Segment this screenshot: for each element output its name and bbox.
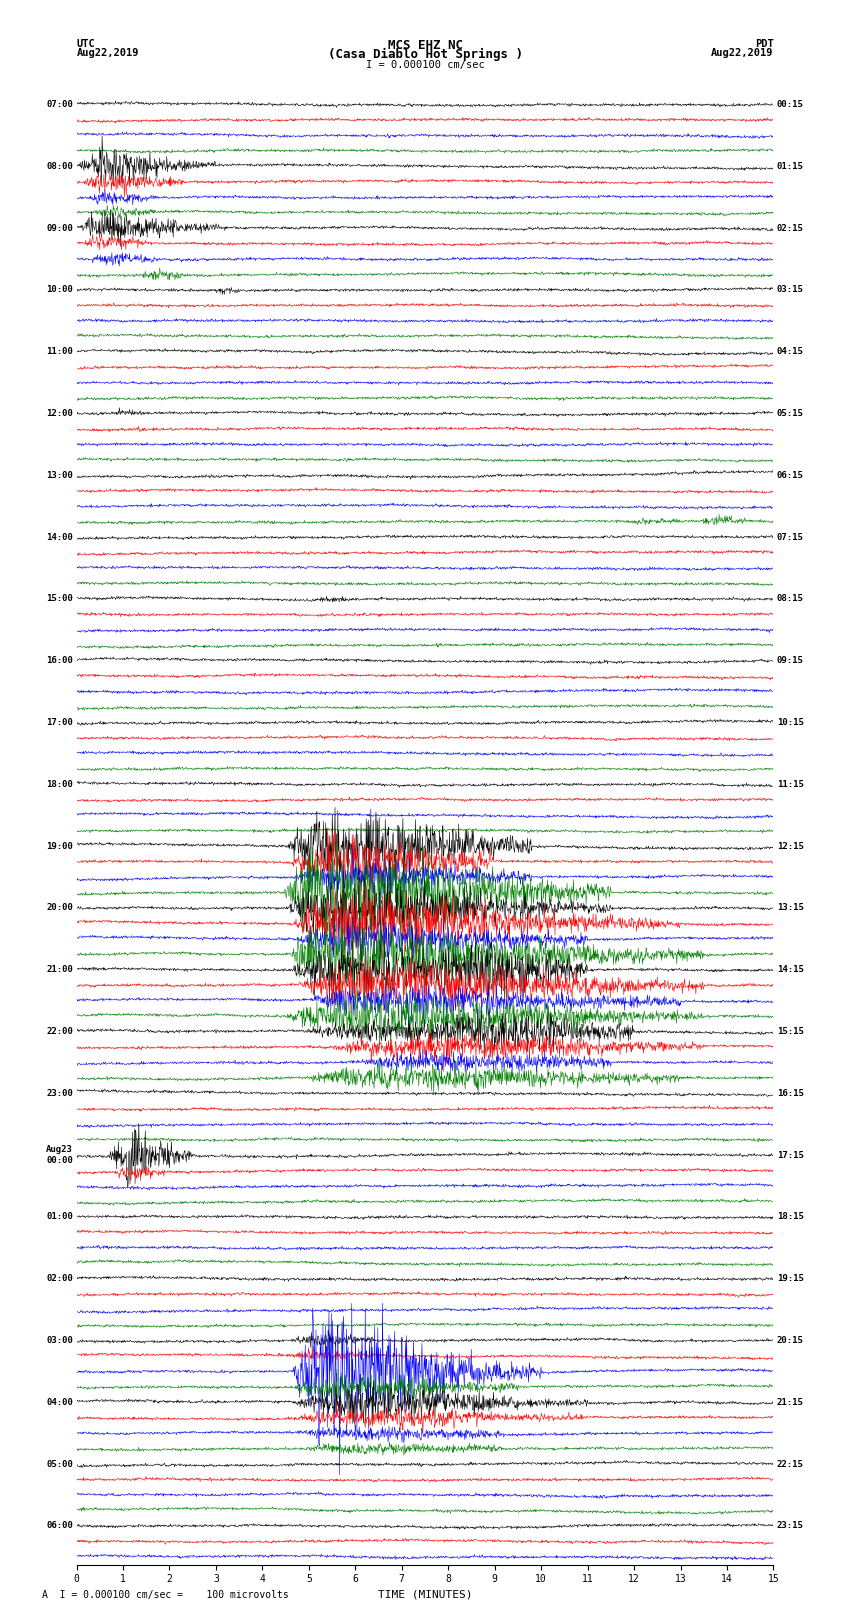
Text: 15:15: 15:15 — [777, 1027, 804, 1036]
Text: 11:00: 11:00 — [46, 347, 73, 356]
Text: 08:15: 08:15 — [777, 595, 804, 603]
Text: 07:00: 07:00 — [46, 100, 73, 110]
Text: 09:15: 09:15 — [777, 656, 804, 665]
Text: Aug23
00:00: Aug23 00:00 — [46, 1145, 73, 1165]
Text: 04:00: 04:00 — [46, 1398, 73, 1407]
Text: 23:15: 23:15 — [777, 1521, 804, 1531]
Text: MCS EHZ NC: MCS EHZ NC — [388, 39, 462, 52]
Text: (Casa Diablo Hot Springs ): (Casa Diablo Hot Springs ) — [327, 48, 523, 61]
Text: 02:15: 02:15 — [777, 224, 804, 232]
Text: PDT: PDT — [755, 39, 774, 48]
Text: 12:15: 12:15 — [777, 842, 804, 850]
Text: 04:15: 04:15 — [777, 347, 804, 356]
Text: Aug22,2019: Aug22,2019 — [76, 48, 139, 58]
Text: 12:00: 12:00 — [46, 410, 73, 418]
Text: 09:00: 09:00 — [46, 224, 73, 232]
Text: 17:00: 17:00 — [46, 718, 73, 727]
Text: 05:15: 05:15 — [777, 410, 804, 418]
Text: 18:00: 18:00 — [46, 779, 73, 789]
Text: 10:15: 10:15 — [777, 718, 804, 727]
Text: 22:00: 22:00 — [46, 1027, 73, 1036]
Text: 18:15: 18:15 — [777, 1213, 804, 1221]
Text: Aug22,2019: Aug22,2019 — [711, 48, 774, 58]
Text: 17:15: 17:15 — [777, 1150, 804, 1160]
Text: 22:15: 22:15 — [777, 1460, 804, 1469]
Text: 16:15: 16:15 — [777, 1089, 804, 1098]
Text: 05:00: 05:00 — [46, 1460, 73, 1469]
Text: 13:00: 13:00 — [46, 471, 73, 479]
Text: 03:00: 03:00 — [46, 1336, 73, 1345]
Text: 00:15: 00:15 — [777, 100, 804, 110]
Text: 15:00: 15:00 — [46, 595, 73, 603]
Text: 19:00: 19:00 — [46, 842, 73, 850]
Text: 01:15: 01:15 — [777, 161, 804, 171]
Text: 20:15: 20:15 — [777, 1336, 804, 1345]
Text: 16:00: 16:00 — [46, 656, 73, 665]
Text: 06:00: 06:00 — [46, 1521, 73, 1531]
Text: 13:15: 13:15 — [777, 903, 804, 913]
Text: 03:15: 03:15 — [777, 286, 804, 295]
Text: 20:00: 20:00 — [46, 903, 73, 913]
X-axis label: TIME (MINUTES): TIME (MINUTES) — [377, 1590, 473, 1600]
Text: 21:00: 21:00 — [46, 965, 73, 974]
Text: 10:00: 10:00 — [46, 286, 73, 295]
Text: 08:00: 08:00 — [46, 161, 73, 171]
Text: 02:00: 02:00 — [46, 1274, 73, 1284]
Text: 14:00: 14:00 — [46, 532, 73, 542]
Text: A  I = 0.000100 cm/sec =    100 microvolts: A I = 0.000100 cm/sec = 100 microvolts — [42, 1590, 289, 1600]
Text: 01:00: 01:00 — [46, 1213, 73, 1221]
Text: UTC: UTC — [76, 39, 95, 48]
Text: 19:15: 19:15 — [777, 1274, 804, 1284]
Text: 06:15: 06:15 — [777, 471, 804, 479]
Text: 11:15: 11:15 — [777, 779, 804, 789]
Text: 21:15: 21:15 — [777, 1398, 804, 1407]
Text: 14:15: 14:15 — [777, 965, 804, 974]
Text: I = 0.000100 cm/sec: I = 0.000100 cm/sec — [366, 60, 484, 69]
Text: 23:00: 23:00 — [46, 1089, 73, 1098]
Text: 07:15: 07:15 — [777, 532, 804, 542]
